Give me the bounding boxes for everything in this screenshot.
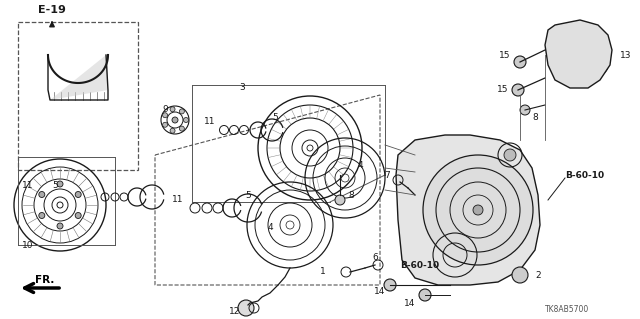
Text: TK8AB5700: TK8AB5700 (545, 306, 589, 315)
Text: E-19: E-19 (38, 5, 66, 15)
Text: 6: 6 (372, 254, 378, 263)
Text: 13: 13 (620, 50, 632, 60)
Text: 11: 11 (172, 196, 183, 204)
Text: 15: 15 (497, 85, 508, 94)
Circle shape (520, 105, 530, 115)
Text: 11: 11 (22, 181, 33, 189)
Text: 5: 5 (272, 113, 278, 122)
Text: 8: 8 (532, 114, 538, 122)
Text: 5: 5 (245, 191, 251, 201)
Circle shape (504, 149, 516, 161)
Circle shape (57, 223, 63, 229)
Circle shape (179, 109, 184, 114)
Circle shape (170, 128, 175, 133)
Text: 7: 7 (384, 170, 390, 180)
Text: B-60-10: B-60-10 (400, 261, 439, 270)
Circle shape (179, 126, 184, 131)
Text: 14: 14 (404, 299, 415, 308)
Circle shape (473, 205, 483, 215)
Bar (18, 22, 138, 170)
Circle shape (172, 117, 178, 123)
Text: 5: 5 (52, 181, 58, 189)
Text: 4: 4 (268, 224, 274, 233)
Text: 8: 8 (348, 190, 354, 199)
Circle shape (184, 117, 189, 122)
Text: 15: 15 (499, 50, 510, 60)
Circle shape (384, 279, 396, 291)
Circle shape (170, 107, 175, 112)
Circle shape (335, 195, 345, 205)
Polygon shape (545, 20, 612, 88)
Circle shape (593, 60, 603, 70)
Text: 2: 2 (535, 271, 541, 279)
Circle shape (423, 155, 533, 265)
Text: B-60-10: B-60-10 (565, 170, 604, 180)
Circle shape (512, 84, 524, 96)
Circle shape (419, 289, 431, 301)
Text: 1: 1 (320, 268, 326, 277)
Circle shape (57, 181, 63, 187)
Circle shape (163, 113, 168, 118)
Circle shape (75, 212, 81, 219)
Text: 12: 12 (228, 308, 240, 316)
Circle shape (39, 212, 45, 219)
Circle shape (512, 267, 528, 283)
Polygon shape (48, 55, 108, 100)
Text: 4: 4 (358, 160, 364, 169)
Text: FR.: FR. (35, 275, 54, 285)
Circle shape (39, 191, 45, 197)
Circle shape (514, 56, 526, 68)
Text: 3: 3 (239, 83, 245, 92)
Circle shape (238, 300, 254, 316)
Circle shape (163, 122, 168, 127)
Text: 14: 14 (374, 287, 385, 296)
Text: 10: 10 (22, 241, 33, 249)
Polygon shape (396, 135, 540, 285)
Text: 9: 9 (163, 106, 168, 115)
Text: 11: 11 (204, 117, 215, 127)
Circle shape (75, 191, 81, 197)
